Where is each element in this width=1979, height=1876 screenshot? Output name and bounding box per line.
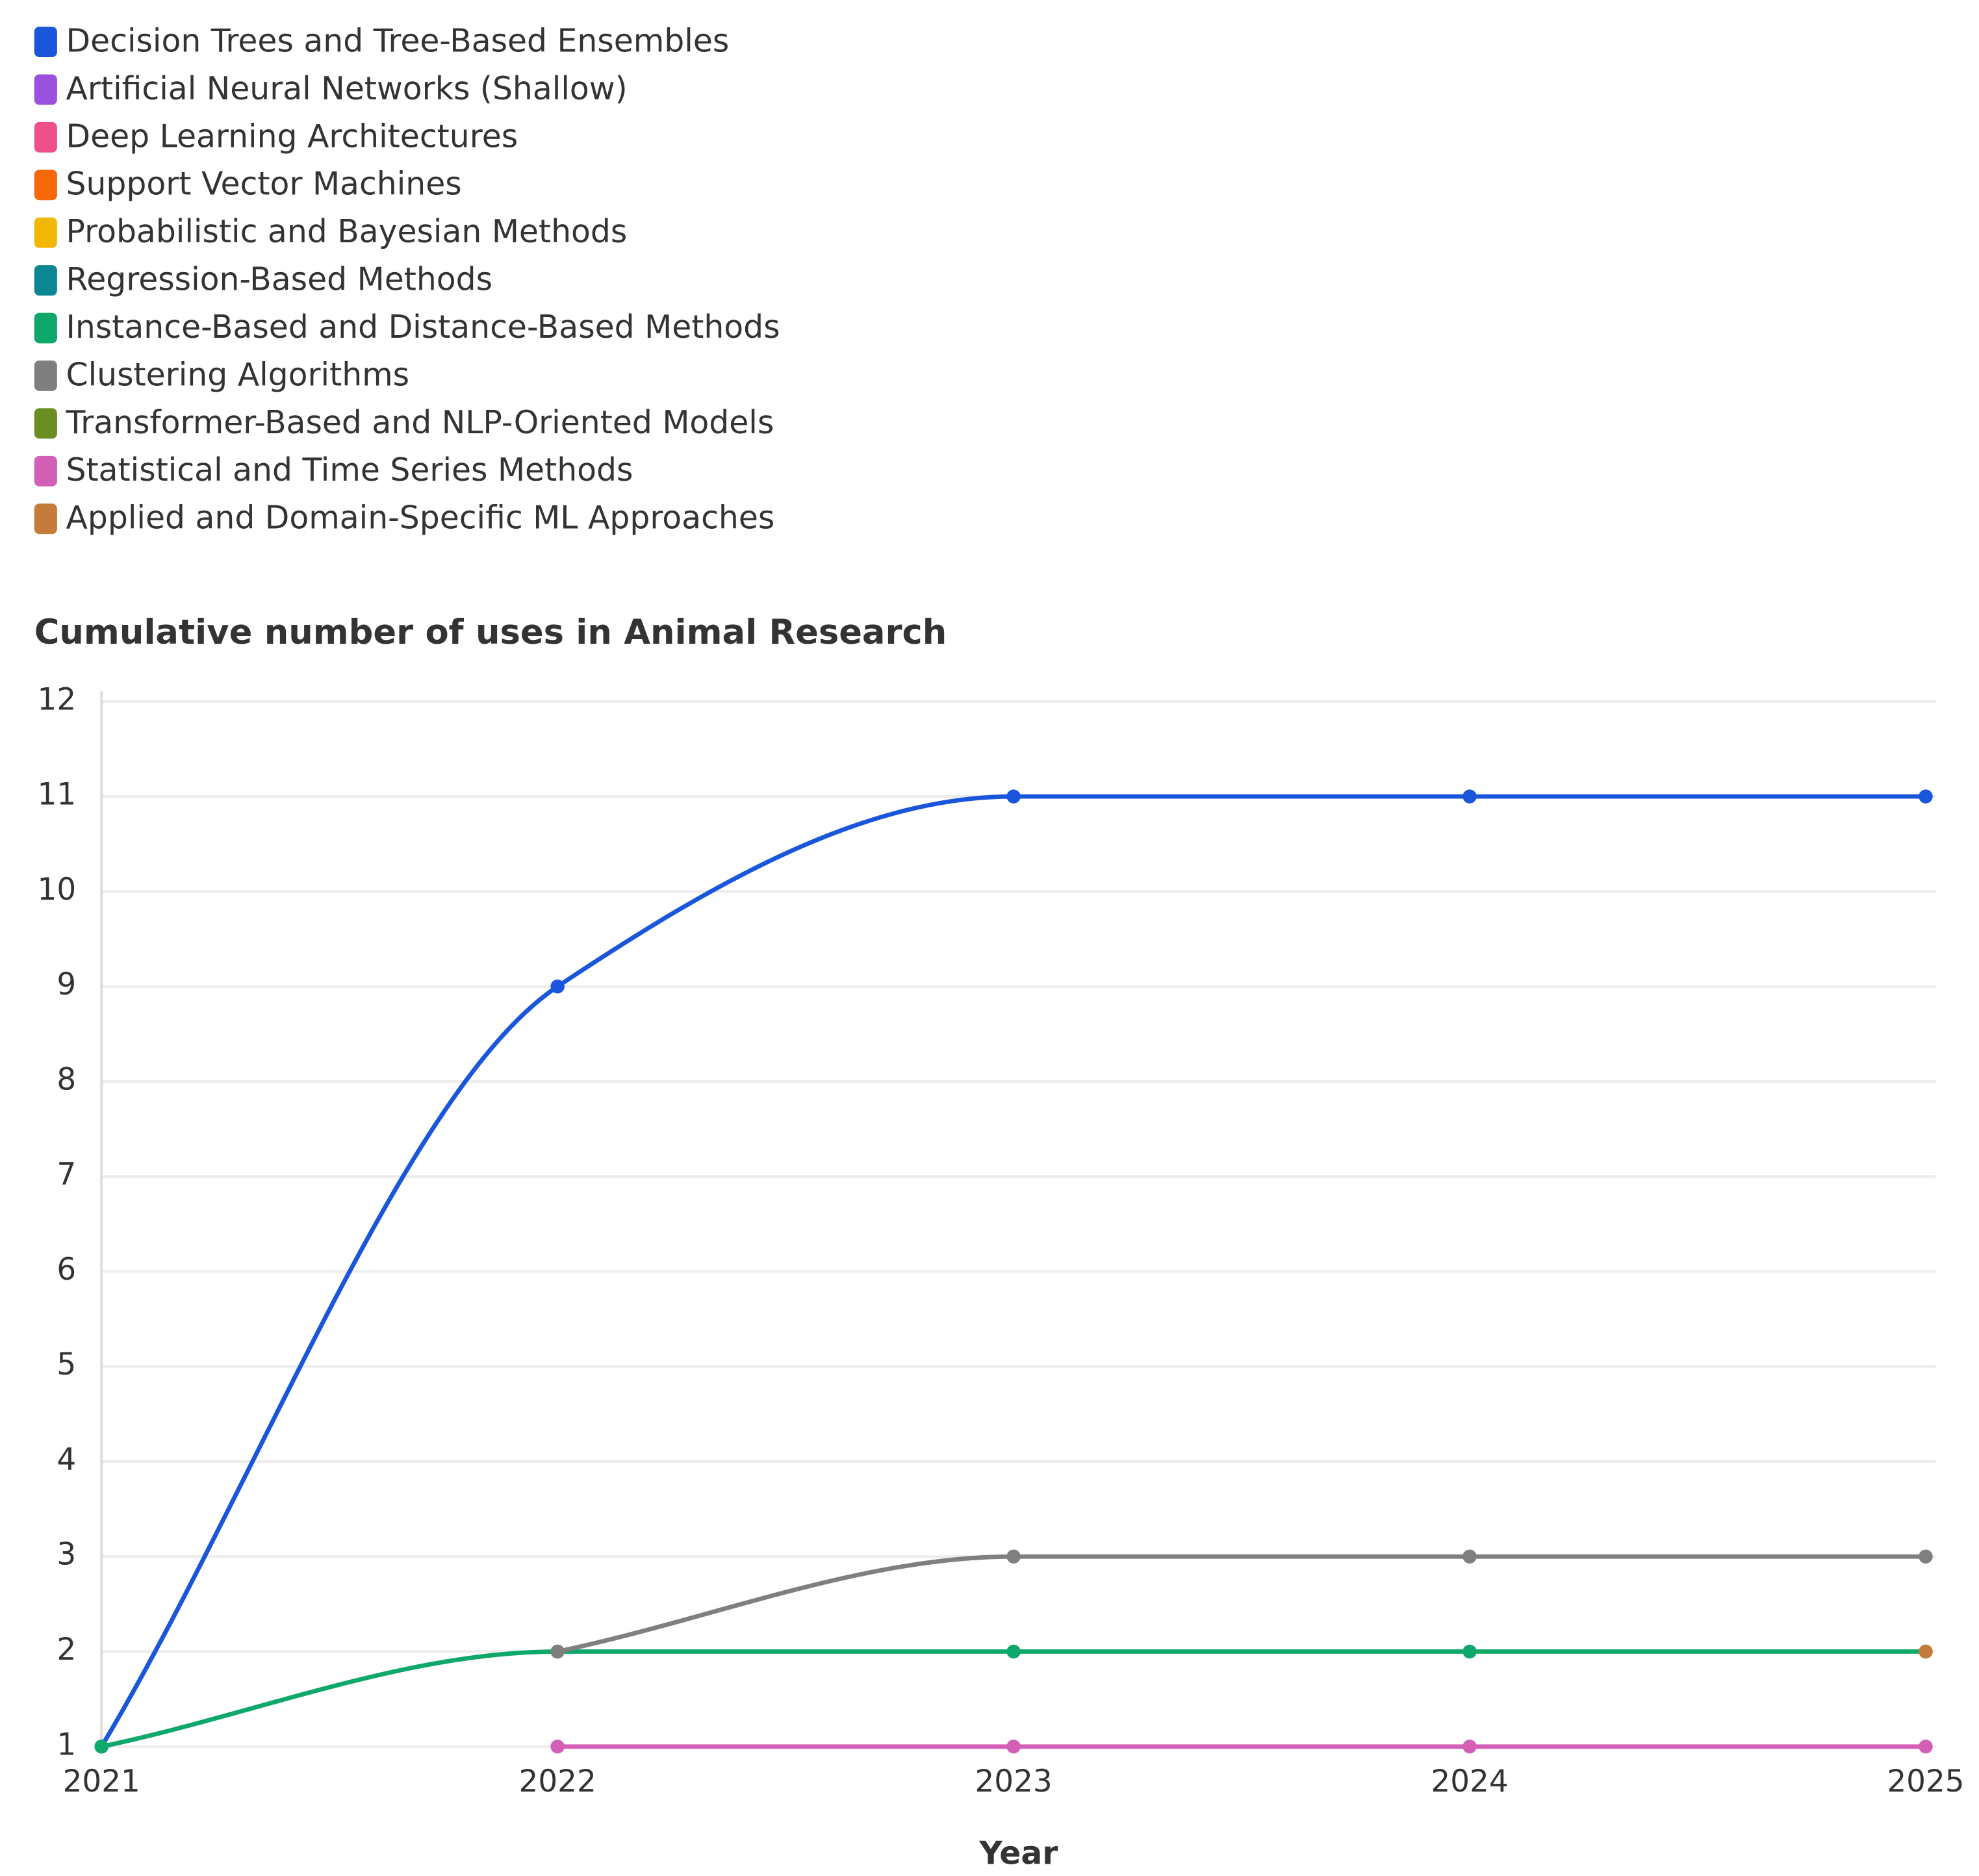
data-point — [1462, 1644, 1477, 1659]
series-line — [101, 1649, 1926, 1749]
legend-swatch — [34, 217, 57, 248]
legend-swatch — [34, 265, 57, 296]
data-point — [1919, 1549, 1933, 1564]
legend-swatch — [34, 312, 57, 344]
y-tick-label: 3 — [57, 1538, 76, 1573]
legend-swatch — [34, 121, 57, 153]
data-point — [550, 1644, 565, 1659]
legend-label: Applied and Domain-Specific ML Approache… — [66, 500, 775, 537]
legend-swatch — [34, 455, 57, 487]
data-point — [1006, 1740, 1021, 1754]
legend-swatch — [34, 74, 57, 105]
data-point — [1006, 1644, 1021, 1659]
y-tick-label: 12 — [38, 682, 77, 717]
legend-label: Clustering Algorithms — [66, 356, 410, 393]
y-tick-label: 10 — [38, 872, 77, 907]
data-point — [1462, 789, 1477, 804]
x-tick-label: 2023 — [975, 1764, 1052, 1799]
data-point — [94, 1740, 109, 1754]
legend-swatch — [34, 27, 57, 57]
data-point — [550, 1740, 565, 1754]
data-point — [1006, 1549, 1021, 1564]
legend-label: Instance-Based and Distance-Based Method… — [66, 309, 780, 346]
series-line — [99, 794, 1926, 1748]
series-line — [557, 1554, 1926, 1654]
legend-label: Support Vector Machines — [66, 166, 462, 203]
legend-label: Probabilistic and Bayesian Methods — [66, 213, 628, 250]
x-tick-label: 2024 — [1431, 1764, 1508, 1799]
y-tick-label: 5 — [57, 1347, 76, 1382]
legend-label: Deep Learning Architectures — [66, 118, 518, 155]
y-tick-label: 1 — [57, 1727, 76, 1762]
legend-label: Transformer-Based and NLP-Oriented Model… — [66, 404, 774, 441]
chart-title: Cumulative number of uses in Animal Rese… — [34, 613, 947, 652]
legend-label: Regression-Based Methods — [66, 261, 493, 298]
x-tick-label: 2025 — [1887, 1764, 1964, 1799]
y-tick-label: 2 — [57, 1632, 76, 1667]
x-tick-label: 2021 — [63, 1764, 140, 1799]
legend-label: Artificial Neural Networks (Shallow) — [66, 70, 628, 107]
legend-label: Statistical and Time Series Methods — [66, 451, 633, 488]
y-tick-label: 8 — [57, 1062, 76, 1097]
data-point — [1919, 789, 1933, 804]
legend-swatch — [34, 360, 57, 391]
legend-label: Decision Trees and Tree-Based Ensembles — [66, 22, 730, 59]
y-tick-label: 4 — [57, 1442, 76, 1477]
y-tick-label: 11 — [38, 778, 77, 813]
legend-swatch — [34, 408, 57, 439]
data-point — [550, 979, 565, 994]
y-tick-label: 6 — [57, 1252, 76, 1287]
legend-swatch — [34, 170, 57, 201]
legend-swatch — [34, 503, 57, 535]
data-point — [1462, 1549, 1477, 1564]
data-point — [1919, 1740, 1933, 1754]
y-tick-label: 7 — [57, 1158, 76, 1193]
data-point — [1919, 1644, 1933, 1659]
data-point — [1006, 789, 1021, 804]
x-axis-label: Year — [978, 1835, 1058, 1872]
x-tick-label: 2022 — [519, 1764, 596, 1799]
data-point — [1462, 1740, 1477, 1754]
y-tick-label: 9 — [57, 967, 76, 1002]
